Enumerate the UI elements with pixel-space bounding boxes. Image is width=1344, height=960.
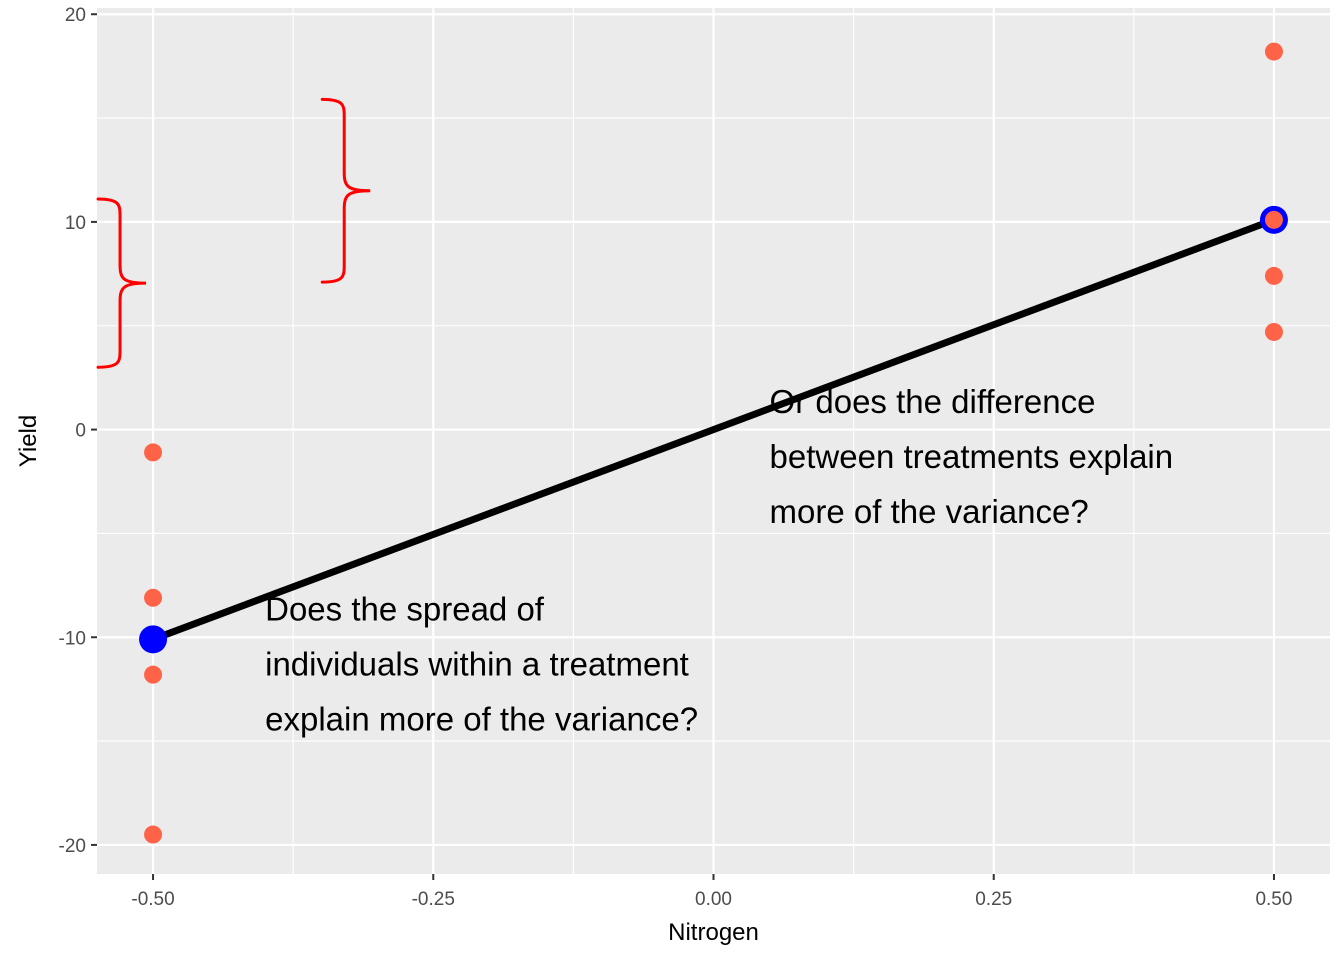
x-axis-title: Nitrogen	[668, 919, 759, 946]
data-point	[144, 588, 163, 607]
x-tick-label: 0.50	[1255, 889, 1292, 910]
data-point	[144, 665, 163, 684]
annotation-line: Or does the difference	[770, 383, 1096, 420]
annotations: Or does the difference between treatments…	[265, 383, 1173, 738]
data-point	[1264, 42, 1283, 61]
grid-major	[97, 8, 1330, 874]
y-axis-title: Yield	[15, 415, 42, 467]
data-point	[1264, 266, 1283, 285]
annotation-line: explain more of the variance?	[265, 701, 698, 738]
curly-brace	[320, 97, 371, 284]
y-tick-label: 10	[65, 213, 86, 234]
data-points	[139, 42, 1288, 844]
curly-brace	[96, 197, 147, 369]
y-tick-label: 20	[65, 5, 86, 26]
annotation-line: individuals within a treatment	[265, 646, 689, 683]
annotation-text: Or does the difference between treatments…	[770, 383, 1174, 530]
y-tick-label: -10	[59, 628, 86, 649]
y-tick-label: -20	[59, 836, 86, 857]
treatment-mean-point	[139, 625, 168, 654]
x-tick-label: -0.25	[412, 889, 455, 910]
data-point	[144, 443, 163, 462]
y-axis: -20 -10 0 10 20	[59, 5, 97, 857]
data-point	[144, 825, 163, 844]
data-point	[1264, 322, 1283, 341]
annotation-line: between treatments explain	[770, 438, 1174, 475]
braces	[96, 97, 371, 369]
y-tick-label: 0	[75, 421, 86, 442]
regression-line	[151, 216, 1276, 643]
fit-line	[151, 216, 1276, 643]
x-tick-label: 0.25	[975, 889, 1012, 910]
data-point	[1264, 210, 1283, 229]
annotation-text: Does the spread of individuals within a t…	[265, 591, 698, 738]
x-tick-label: -0.50	[131, 889, 174, 910]
x-axis: -0.50 -0.25 0.00 0.25 0.50	[131, 874, 1292, 910]
x-tick-label: 0.00	[695, 889, 732, 910]
annotation-line: Does the spread of	[265, 591, 545, 628]
annotation-line: more of the variance?	[770, 493, 1089, 530]
